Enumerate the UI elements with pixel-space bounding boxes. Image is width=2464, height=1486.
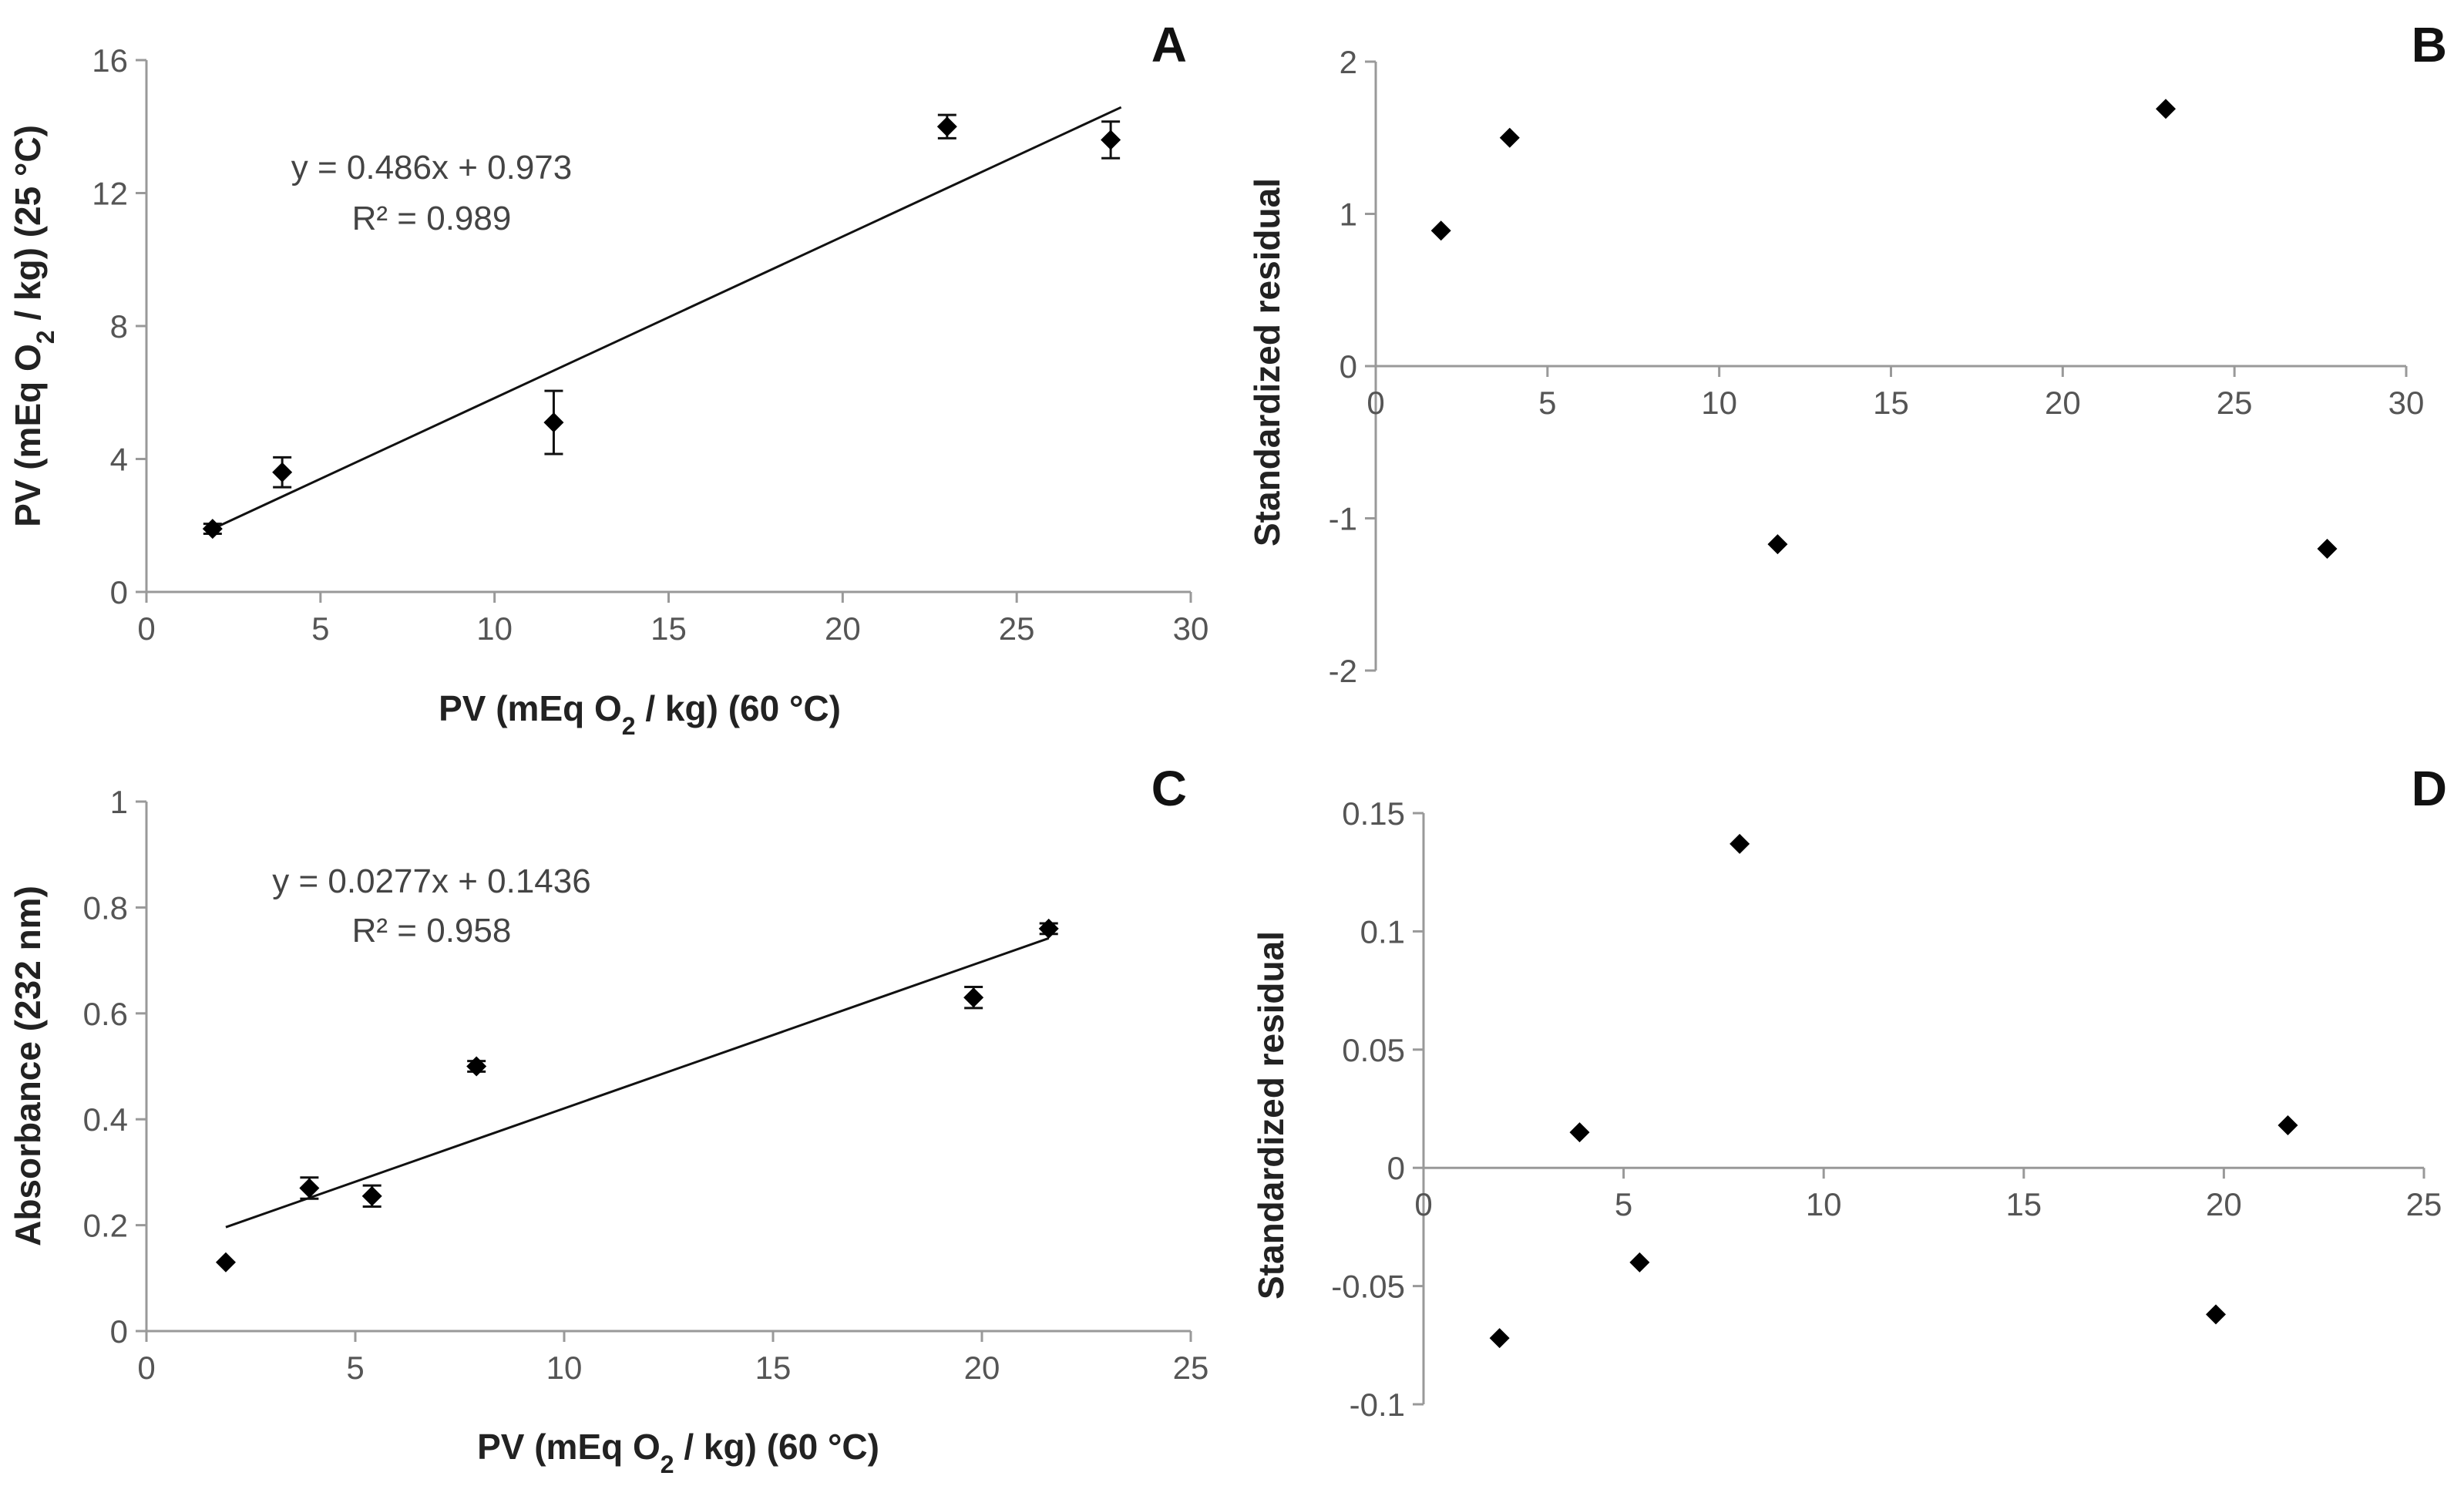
- x-tick-label: 20: [2045, 385, 2081, 421]
- y-tick-label: 0: [110, 574, 128, 610]
- y-tick-label: 1: [1340, 197, 1357, 233]
- x-tick-label: 10: [546, 1350, 583, 1386]
- x-tick-label: 20: [2206, 1186, 2242, 1222]
- y-axis-title: Standardized residual: [1247, 178, 1287, 546]
- y-tick-label: 0.15: [1342, 795, 1405, 832]
- y-tick-label: 4: [110, 442, 128, 478]
- x-tick-label: 30: [1173, 610, 1209, 647]
- x-tick-label: 25: [2406, 1186, 2442, 1222]
- y-axis-title: Absorbance (232 nm): [8, 886, 48, 1246]
- panel-label: D: [2412, 761, 2447, 816]
- x-tick-label: 10: [1806, 1186, 1842, 1222]
- r-squared: R² = 0.958: [352, 912, 512, 950]
- data-point: [361, 1185, 382, 1206]
- r-squared: R² = 0.989: [352, 200, 512, 237]
- y-tick-label: 12: [92, 176, 128, 212]
- data-point: [1730, 833, 1750, 854]
- data-point: [272, 462, 293, 482]
- x-tick-label: 5: [1538, 385, 1556, 421]
- data-point: [963, 987, 984, 1008]
- x-tick-label: 0: [137, 1350, 155, 1386]
- x-tick-label: 25: [999, 610, 1035, 647]
- x-tick-label: 15: [755, 1350, 792, 1386]
- data-point: [2317, 539, 2338, 559]
- data-point: [1101, 129, 1121, 150]
- data-point: [466, 1056, 487, 1077]
- data-point: [543, 412, 564, 433]
- y-tick-label: 0: [1340, 348, 1357, 385]
- data-point: [202, 519, 223, 540]
- data-point: [1499, 127, 1520, 148]
- y-tick-label: 1: [110, 784, 128, 820]
- x-tick-label: 5: [346, 1350, 364, 1386]
- y-tick-label: 0.6: [83, 996, 128, 1032]
- x-tick-label: 25: [1173, 1350, 1209, 1386]
- x-tick-label: 15: [1873, 385, 1909, 421]
- y-tick-label: 16: [92, 42, 128, 79]
- data-point: [2277, 1114, 2298, 1135]
- data-point: [1629, 1252, 1650, 1273]
- y-tick-label: 0: [110, 1313, 128, 1350]
- trendline: [212, 106, 1122, 530]
- data-point: [1038, 918, 1059, 939]
- panel-d: -0.1 -0.05 0 0.05 0.1 0.15 0 5 10 15 20 25 Standardi…: [1251, 761, 2447, 1423]
- panel-c: 00.20.40.60.810 5 10 15 20 25y = 0.0277x + 0.…: [8, 761, 1208, 1478]
- y-tick-label: 2: [1340, 44, 1357, 80]
- data-point: [936, 116, 957, 137]
- panel-a: 0 4 8 12 16 0 5 10 15 20 25 30 y = 0.486x + 0.973 R² …: [8, 17, 1208, 740]
- data-point: [2206, 1304, 2227, 1325]
- data-point: [2156, 99, 2177, 119]
- y-tick-label: 0.4: [83, 1101, 128, 1138]
- data-point: [1767, 534, 1788, 555]
- data-point: [1569, 1122, 1590, 1143]
- panel-label: B: [2412, 17, 2447, 72]
- trendline: [225, 936, 1050, 1229]
- data-point: [1430, 220, 1451, 241]
- y-tick-label: 0.05: [1342, 1032, 1405, 1068]
- y-tick-label: 8: [110, 308, 128, 345]
- x-tick-label: 15: [650, 610, 687, 647]
- x-tick-label: 0: [1414, 1186, 1432, 1222]
- data-point: [1489, 1328, 1510, 1349]
- y-tick-label: -1: [1329, 501, 1357, 537]
- y-axis-title: PV (mEq O2 / kg) (25 °C): [8, 125, 59, 527]
- x-tick-label: 5: [311, 610, 329, 647]
- x-axis-title: PV (mEq O2 / kg) (60 °C): [439, 688, 841, 740]
- x-tick-label: 30: [2388, 385, 2425, 421]
- y-tick-label: 0: [1387, 1150, 1405, 1186]
- panel-label: C: [1151, 761, 1187, 816]
- regression-equation: y = 0.0277x + 0.1436: [272, 862, 590, 900]
- x-tick-label: 25: [2217, 385, 2253, 421]
- panel-label: A: [1151, 17, 1187, 72]
- x-axis-title: PV (mEq O2 / kg) (60 °C): [477, 1427, 879, 1478]
- x-tick-label: 20: [825, 610, 861, 647]
- y-tick-label: -2: [1329, 653, 1357, 689]
- data-point: [215, 1252, 236, 1273]
- x-tick-label: 10: [476, 610, 513, 647]
- y-tick-label: -0.05: [1331, 1269, 1405, 1305]
- x-tick-label: 20: [964, 1350, 1000, 1386]
- y-tick-label: 0.2: [83, 1208, 128, 1244]
- data-point: [299, 1178, 320, 1199]
- x-tick-label: 10: [1701, 385, 1737, 421]
- x-tick-label: 15: [2005, 1186, 2042, 1222]
- x-tick-label: 0: [1366, 385, 1384, 421]
- y-tick-label: 0.1: [1360, 913, 1405, 950]
- regression-equation: y = 0.486x + 0.973: [291, 149, 573, 187]
- x-tick-label: 0: [137, 610, 155, 647]
- y-tick-label: 0.8: [83, 889, 128, 926]
- y-tick-label: -0.1: [1350, 1387, 1405, 1423]
- x-tick-label: 5: [1615, 1186, 1632, 1222]
- y-axis-title: Standardized residual: [1251, 931, 1291, 1299]
